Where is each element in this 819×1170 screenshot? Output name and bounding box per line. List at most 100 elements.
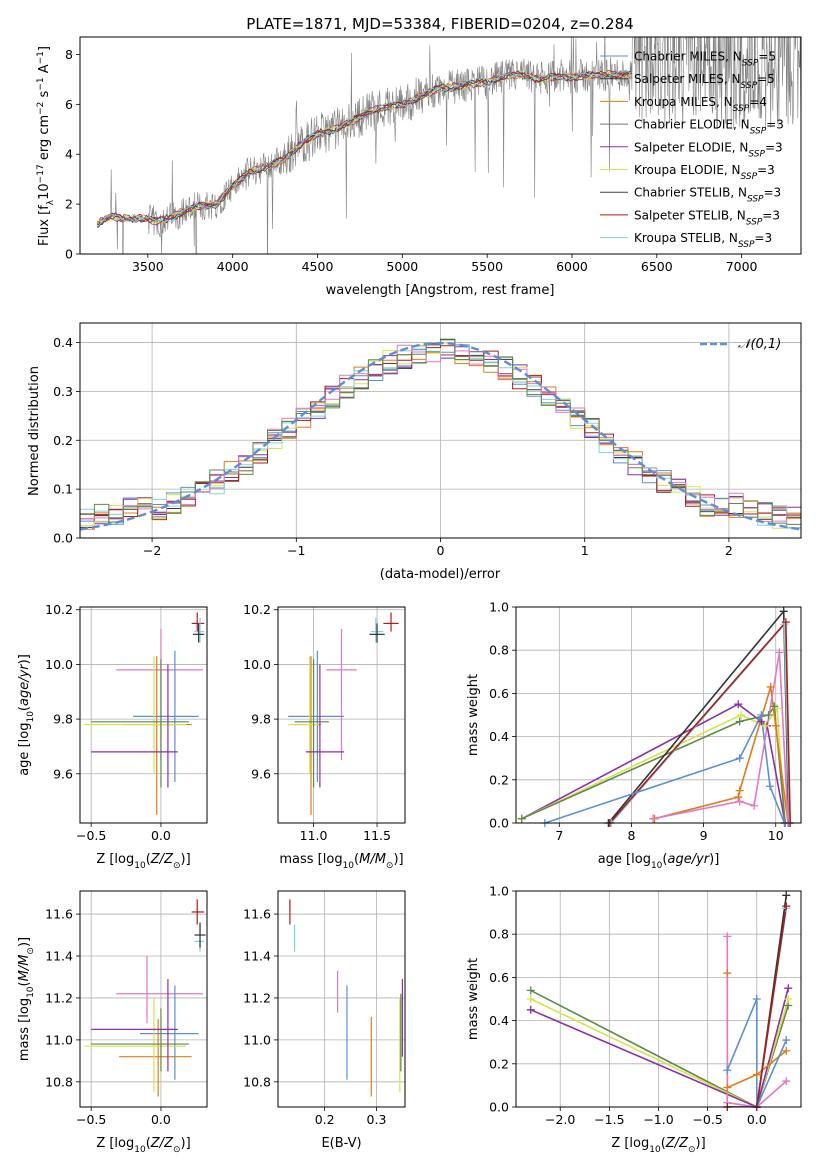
weight-marker: [649, 814, 658, 823]
axes-frame: [79, 606, 208, 824]
y-tick-label: 0.8: [489, 643, 509, 658]
y-tick-label: 10.8: [45, 1074, 73, 1089]
x-tick-label: −0.5: [692, 1112, 722, 1127]
figure-title: PLATE=1871, MJD=53384, FIBERID=0204, z=0…: [246, 15, 633, 33]
panel-spectrum: 3500 4000 4500 5000 5500 6000 6500 7000 0 2 4 6 8 wav…: [36, 36, 802, 298]
y-tick-label: 9.8: [251, 712, 271, 727]
x-tick-label: 0.0: [747, 1112, 767, 1127]
weight-marker: [750, 801, 759, 810]
model-spectrum-line: [96, 70, 632, 226]
weight-marker: [737, 711, 746, 719]
weight-marker: [765, 782, 774, 791]
y-tick-label: 6: [65, 97, 73, 112]
weight-marker: [723, 1066, 732, 1075]
x-tick-label: 0.2: [315, 1112, 335, 1127]
y-tick-label: 0.0: [53, 531, 73, 546]
model-spectrum-line: [96, 70, 632, 225]
y-tick-label: 11.0: [243, 1032, 271, 1047]
weight-line: [530, 998, 789, 1107]
y-tick-label: 2: [65, 197, 73, 212]
grid: [80, 607, 207, 823]
x-axis-label: age [log10(age/yr)]: [598, 852, 720, 871]
axes-frame: [277, 606, 406, 824]
y-tick-label: 8: [65, 47, 73, 62]
model-spectrum-line: [96, 70, 632, 226]
weight-marker: [517, 814, 526, 823]
x-tick-label: 4500: [302, 259, 334, 274]
weight-marker: [766, 682, 775, 691]
x-tick-label: −0.5: [76, 828, 106, 843]
plot-area: [521, 609, 791, 823]
weight-marker: [735, 754, 744, 763]
model-spectrum-line: [96, 70, 632, 228]
plot-area: [84, 899, 206, 1097]
y-axis-label: age [log10(age/yr)]: [17, 654, 36, 776]
histogram-series: [80, 345, 801, 520]
y-tick-label: 0.4: [53, 335, 73, 350]
y-tick-label: 0.2: [53, 433, 73, 448]
x-axis-label: (data-model)/error: [380, 567, 501, 582]
weight-marker: [782, 1046, 791, 1055]
weight-marker: [752, 1070, 761, 1079]
legend-label: Salpeter STELIB, NSSP=3: [634, 208, 780, 227]
weight-marker: [526, 1005, 535, 1014]
weight-marker: [782, 902, 791, 911]
weight-marker: [735, 717, 744, 726]
legend-label: Kroupa ELODIE, NSSP=3: [634, 163, 775, 182]
weight-marker: [781, 618, 790, 627]
x-axis-label: Z [log10(Z/Z⊙)]: [96, 1136, 190, 1155]
y-tick-label: 0.6: [489, 970, 509, 985]
x-tick-label: 9: [700, 828, 708, 843]
weight-marker: [723, 1083, 732, 1092]
x-tick-label: 3500: [132, 259, 164, 274]
weight-line: [530, 987, 789, 1107]
legend-label: Kroupa MILES, NSSP=4: [634, 95, 767, 114]
weight-line: [544, 712, 786, 823]
y-tick-label: 0.8: [489, 927, 509, 942]
y-tick-label: 0.3: [53, 384, 73, 399]
plot-area: [289, 899, 404, 1097]
legend-label: Chabrier STELIB, NSSP=3: [634, 186, 781, 205]
y-tick-label: 11.6: [45, 907, 73, 922]
x-tick-label: −1.5: [594, 1112, 624, 1127]
x-tick-label: −2: [143, 543, 161, 558]
y-tick-label: 10.0: [243, 657, 271, 672]
model-spectrum-line: [96, 70, 632, 225]
weight-line: [521, 703, 786, 823]
weight-marker: [779, 607, 788, 616]
y-tick-label: 1.0: [489, 600, 509, 615]
legend-label: Kroupa STELIB, NSSP=3: [634, 231, 772, 250]
weight-marker: [734, 793, 743, 802]
y-tick-label: 11.6: [243, 907, 271, 922]
weight-marker: [723, 969, 732, 978]
x-tick-label: 1: [581, 543, 589, 558]
x-tick-label: 0.3: [367, 1112, 387, 1127]
panel-age_vs_mass: 11.0 11.5 9.6 9.8 10.0 10.2 mass [log10(M/M⊙)]: [243, 602, 406, 871]
y-tick-label: 10.2: [243, 602, 271, 617]
y-tick-label: 11.4: [45, 949, 73, 964]
weight-marker: [723, 932, 732, 941]
weight-marker: [782, 891, 791, 900]
panel-massweight_vs_age: 7 8 9 10 0.0 0.2 0.4 0.6 0.8 1.0 age [log10(age/yr…: [466, 600, 802, 871]
y-tick-label: 0.2: [489, 1056, 509, 1071]
axes-frame: [277, 890, 406, 1108]
y-tick-label: 10.0: [45, 657, 73, 672]
y-tick-label: 0.0: [489, 1100, 509, 1115]
x-tick-label: 0: [437, 543, 445, 558]
x-tick-label: −0.5: [76, 1112, 106, 1127]
y-tick-label: 0: [65, 247, 73, 262]
y-axis-label: Flux [fλ10−17 erg cm−2 s−1 A−1]: [36, 46, 56, 246]
legend-label: Salpeter MILES, NSSP=5: [634, 72, 775, 91]
y-tick-label: 11.2: [243, 990, 271, 1005]
x-axis-label: wavelength [Angstrom, rest frame]: [326, 283, 555, 298]
x-tick-label: −1: [287, 543, 305, 558]
weight-marker: [526, 986, 535, 995]
panel-residuals: −2 −1 0 1 2 0.0 0.1 0.2 0.3 0.4 𝒩(0,1) (data-model)…: [27, 322, 802, 582]
weight-marker: [760, 721, 769, 730]
weight-marker: [784, 984, 793, 993]
model-spectrum-line: [96, 70, 632, 227]
model-spectrum-line: [96, 70, 632, 229]
legend-label: Salpeter ELODIE, NSSP=3: [634, 140, 783, 159]
weight-marker: [735, 786, 744, 795]
y-axis-label: mass weight: [466, 674, 481, 756]
